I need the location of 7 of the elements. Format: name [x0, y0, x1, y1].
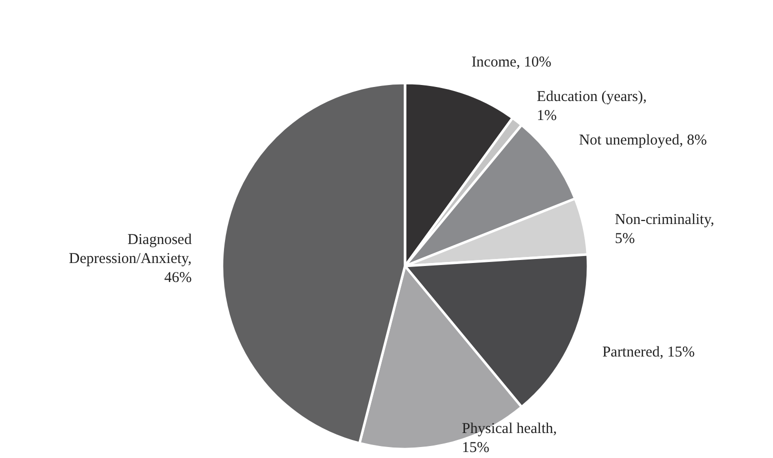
slice-label: Non-criminality, 5%	[614, 212, 714, 248]
slice-label: Not unemployed, 8%	[578, 132, 707, 149]
slice-label: Physical health, 15%	[462, 421, 557, 456]
slice-label: Diagnosed Depression/Anxiety, 46%	[68, 232, 192, 286]
slice-label: Partnered, 15%	[602, 344, 695, 360]
slice-label: Income, 10%	[471, 54, 552, 71]
slice-label: Education (years), 1%	[536, 89, 647, 124]
